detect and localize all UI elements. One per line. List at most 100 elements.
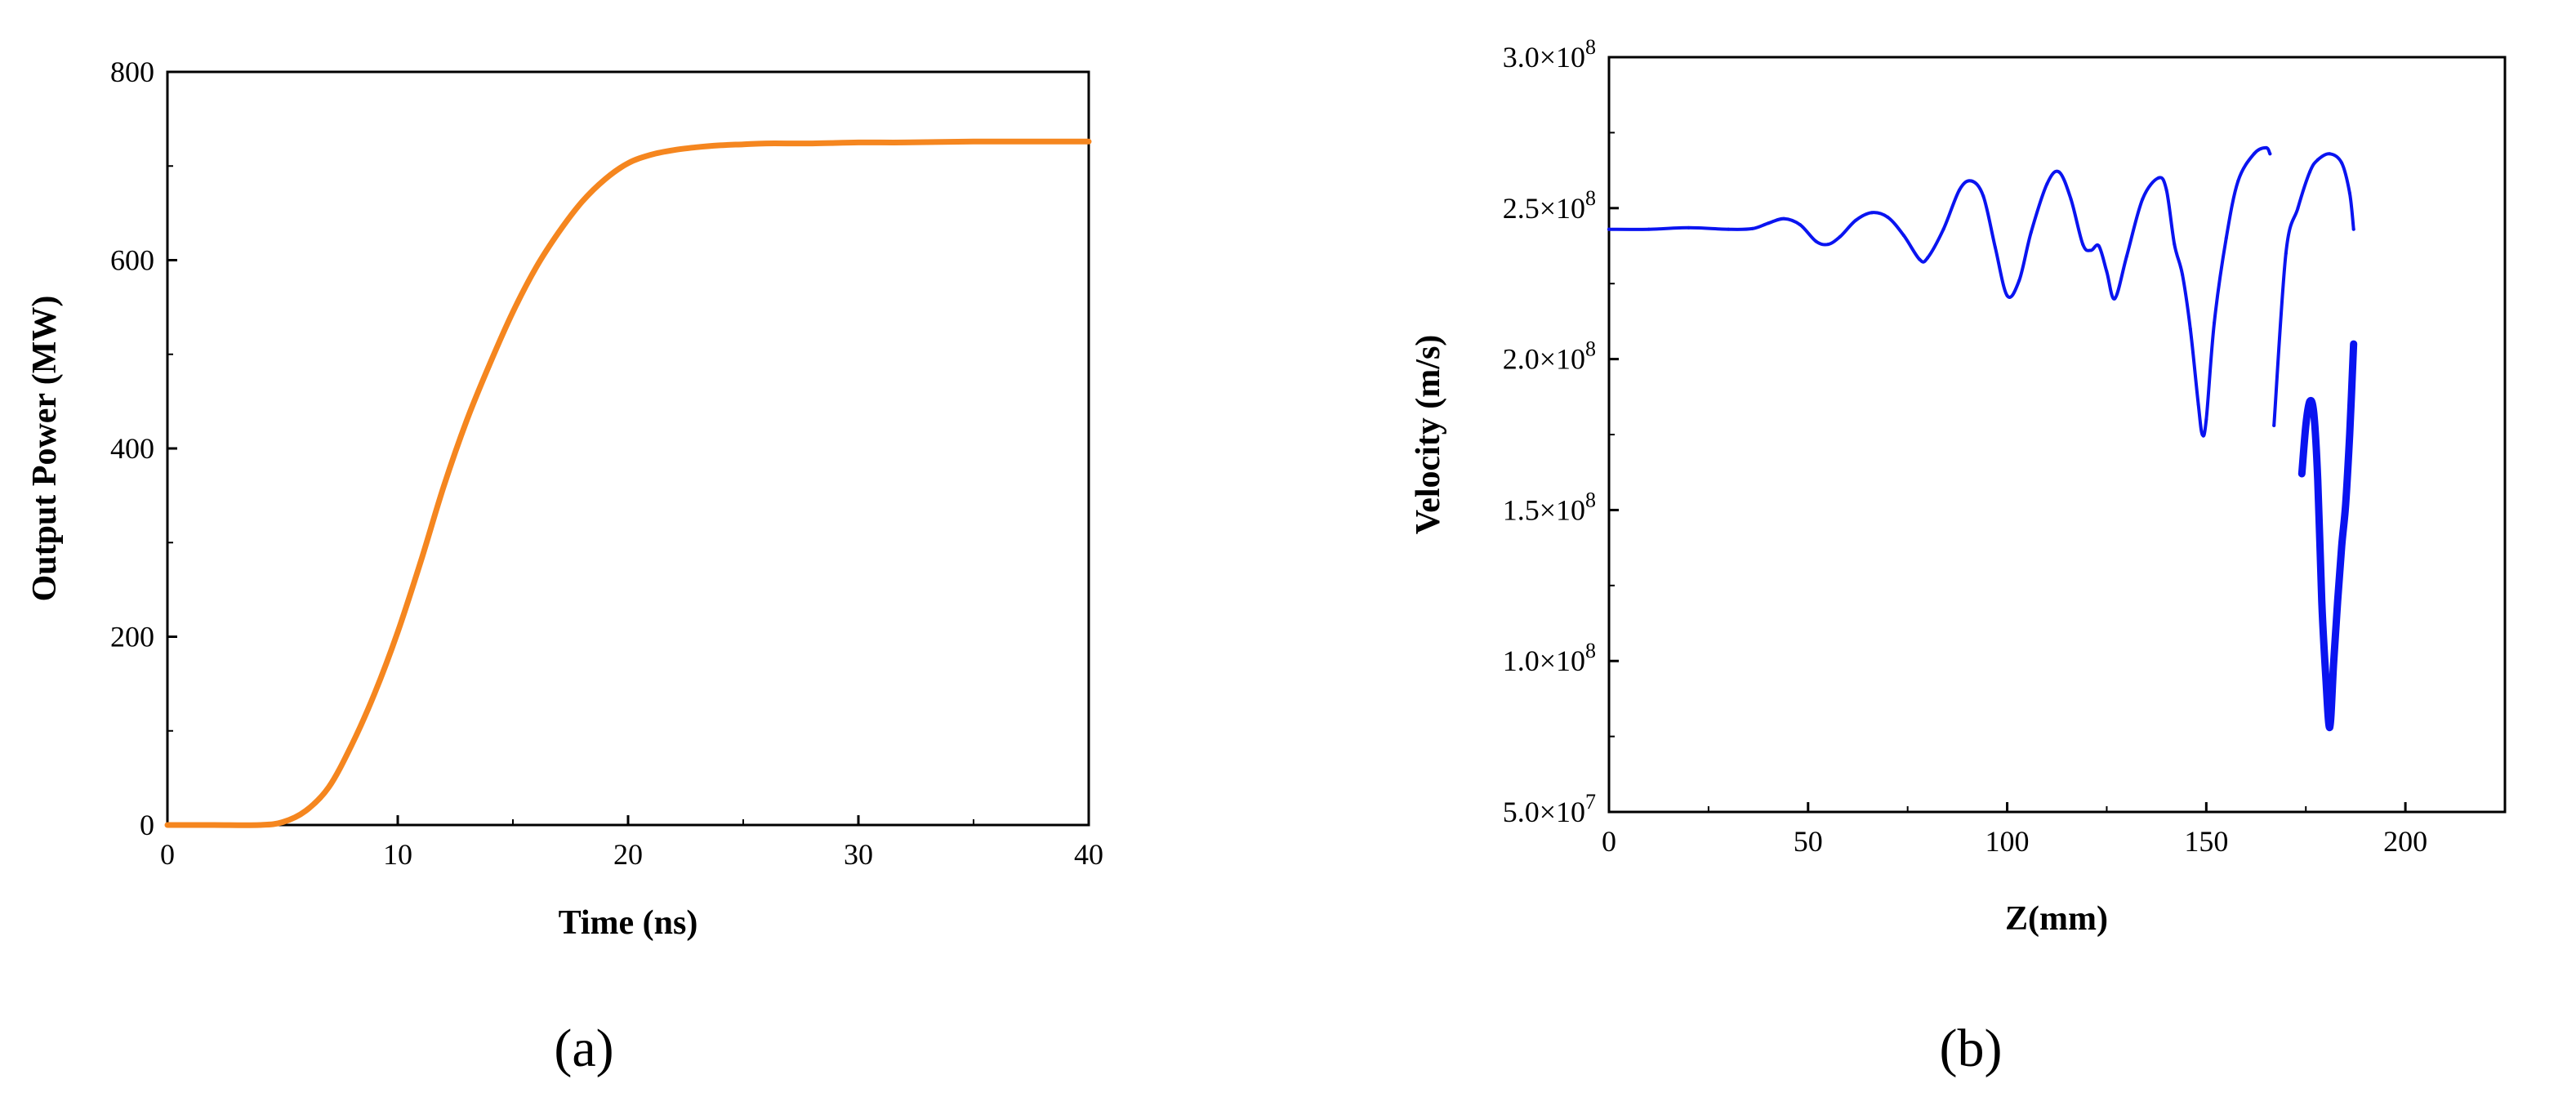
chart-b-data-point bbox=[2057, 170, 2061, 174]
chart-b-data-point bbox=[2315, 158, 2320, 162]
chart-a-y-tick-label: 400 bbox=[110, 432, 154, 465]
chart-b-data-point bbox=[1918, 257, 1922, 261]
chart-a-y-tick-label: 200 bbox=[110, 621, 154, 653]
chart-b-series bbox=[1607, 145, 2358, 732]
chart-b-data-point bbox=[1826, 243, 1830, 247]
chart-b-data-point bbox=[2124, 254, 2128, 258]
chart-b-data-point bbox=[2005, 293, 2009, 297]
chart-a-plot-frame bbox=[166, 70, 1090, 827]
chart-a-x-tick-label: 0 bbox=[160, 838, 175, 871]
chart-a-x-tick-label: 40 bbox=[1074, 838, 1103, 871]
chart-b-data-point bbox=[2200, 433, 2204, 436]
chart-b-data-point bbox=[2264, 145, 2268, 149]
chart-b-data-point bbox=[2346, 432, 2352, 437]
chart-b-data-point bbox=[1981, 194, 1985, 198]
chart-a-x-axis-title: Time (ns) bbox=[559, 904, 698, 942]
chart-b-data-point bbox=[1687, 225, 1691, 230]
chart-b-data-point bbox=[2097, 244, 2101, 248]
chart-b-series-line bbox=[2272, 152, 2355, 427]
chart-b-data-point bbox=[1607, 227, 1611, 231]
chart-b-data-point bbox=[2351, 227, 2355, 231]
chart-b-data-point bbox=[2308, 170, 2312, 174]
chart-b-data-point bbox=[1647, 227, 1651, 231]
chart-b-data-point bbox=[1798, 223, 1803, 227]
chart-a-series-line bbox=[164, 138, 1092, 828]
chart-b-data-point bbox=[1969, 179, 1973, 183]
chart-b-data-point bbox=[2284, 252, 2288, 256]
chart-b-data-point bbox=[2213, 321, 2217, 325]
chart-a-panel-label: (a) bbox=[554, 1019, 613, 1078]
chart-b-data-point bbox=[2029, 230, 2033, 234]
chart-b-data-point bbox=[1727, 227, 1731, 231]
chart-b-data-point bbox=[2113, 297, 2117, 301]
chart-b-data-point bbox=[2327, 725, 2333, 730]
chart-b-data-point bbox=[1767, 221, 1771, 225]
chart-b-data-point bbox=[1782, 216, 1786, 221]
chart-b-data-point bbox=[2252, 152, 2256, 156]
chart-a-x-tick-label: 30 bbox=[844, 838, 873, 871]
chart-b-data-point bbox=[2296, 206, 2300, 210]
chart-b-y-tick-label: 1.0×108 bbox=[1503, 639, 1596, 677]
chart-b-x-tick-label: 100 bbox=[1985, 825, 2030, 858]
chart-b-data-point bbox=[1838, 234, 1842, 239]
chart-b-y-tick-label: 5.0×107 bbox=[1503, 790, 1596, 828]
chart-b-data-point bbox=[1886, 215, 1890, 219]
chart-b-x-tick-label: 0 bbox=[1602, 825, 1616, 858]
chart-b: 0 50 100 150 200 5.0×107 1.0×108 1.5×108 2.0×108… bbox=[1410, 35, 2507, 1078]
chart-b-data-point bbox=[2017, 279, 2021, 283]
chart-b-data-point bbox=[2328, 152, 2332, 156]
chart-b-data-point bbox=[2268, 152, 2272, 156]
chart-b-data-point bbox=[2303, 422, 2309, 428]
chart-b-data-point bbox=[2307, 399, 2313, 404]
chart-b-x-axis-title: Z(mm) bbox=[2005, 900, 2108, 938]
chart-b-y-tick-label: 2.0×108 bbox=[1503, 337, 1596, 376]
chart-b-data-point bbox=[2088, 248, 2092, 252]
chart-b-data-point bbox=[2351, 341, 2356, 347]
chart-b-data-point bbox=[1993, 245, 1997, 249]
chart-b-data-point bbox=[2342, 502, 2348, 507]
chart-a-y-axis-title: Output Power (MW) bbox=[26, 296, 64, 602]
chart-a-x-tick-label: 10 bbox=[383, 838, 412, 871]
chart-a-y-tick-label: 600 bbox=[110, 244, 154, 277]
chart-b-y-tick-label: 2.5×108 bbox=[1503, 186, 1596, 225]
chart-b-data-point bbox=[1901, 234, 1905, 238]
chart-b-x-tick-label: 50 bbox=[1794, 825, 1823, 858]
chart-b-data-point bbox=[1941, 227, 1945, 231]
chart-b-y-axis-title: Velocity (m/s) bbox=[1410, 335, 1447, 535]
chart-b-data-point bbox=[2069, 197, 2073, 201]
chart-b-data-point bbox=[1926, 256, 1930, 260]
chart-b-data-point bbox=[2347, 191, 2351, 195]
chart-b-data-point bbox=[2236, 179, 2240, 183]
chart-b-data-point bbox=[1750, 226, 1754, 230]
chart-b-data-point bbox=[2331, 658, 2337, 664]
chart-b-y-tick-label: 1.5×108 bbox=[1503, 488, 1596, 526]
chart-b-x-tick-label: 150 bbox=[2184, 825, 2228, 858]
chart-b-data-point bbox=[2156, 176, 2160, 180]
chart-b-data-point bbox=[2323, 673, 2329, 679]
chart-b-data-point bbox=[2339, 543, 2345, 549]
chart-b-data-point bbox=[2340, 161, 2344, 165]
chart-b-series-line bbox=[1607, 145, 2272, 438]
chart-a-x-tick-label: 20 bbox=[613, 838, 643, 871]
chart-b-axis-ticks: 0 50 100 150 200 5.0×107 1.0×108 1.5×108 2.0×108… bbox=[1503, 35, 2427, 858]
chart-b-x-tick-label: 200 bbox=[2383, 825, 2427, 858]
chart-b-data-point bbox=[2164, 188, 2168, 192]
chart-b-data-point bbox=[2311, 411, 2316, 417]
chart-a-y-tick-label: 0 bbox=[140, 809, 154, 841]
chart-b-panel-label: (b) bbox=[1940, 1019, 2003, 1078]
chart-b-data-point bbox=[2141, 197, 2145, 201]
chart-b-data-point bbox=[2045, 182, 2049, 186]
chart-b-data-point bbox=[2335, 598, 2341, 604]
chart-b-data-point bbox=[2188, 327, 2192, 331]
chart-b-data-point bbox=[2299, 471, 2305, 477]
chart-b-data-point bbox=[1814, 239, 1818, 243]
chart-b-data-point bbox=[1870, 211, 1874, 215]
chart-b-data-point bbox=[2181, 273, 2185, 277]
chart-a-y-tick-label: 800 bbox=[110, 56, 154, 88]
chart-b-data-point bbox=[2272, 423, 2276, 427]
chart-b-data-point bbox=[2315, 477, 2320, 483]
chart-b-data-point bbox=[1958, 188, 1962, 192]
chart-b-data-point bbox=[2224, 236, 2228, 240]
chart-b-data-point bbox=[2204, 417, 2208, 421]
